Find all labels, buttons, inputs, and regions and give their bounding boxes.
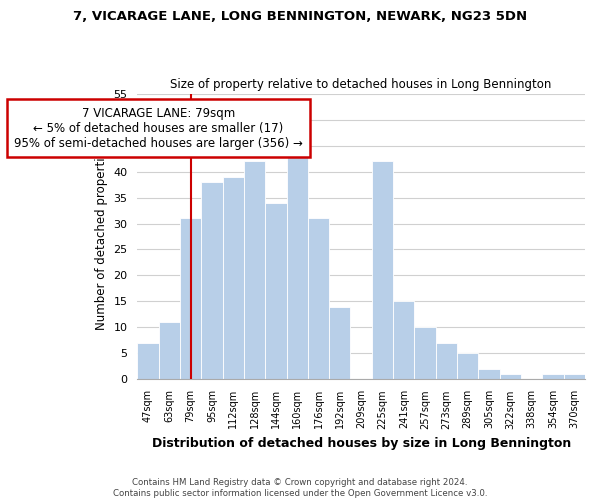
Bar [542,374,563,380]
Title: Size of property relative to detached houses in Long Bennington: Size of property relative to detached ho… [170,78,552,91]
Bar [478,369,500,380]
X-axis label: Distribution of detached houses by size in Long Bennington: Distribution of detached houses by size … [152,437,571,450]
Bar [329,306,350,380]
Text: 7, VICARAGE LANE, LONG BENNINGTON, NEWARK, NG23 5DN: 7, VICARAGE LANE, LONG BENNINGTON, NEWAR… [73,10,527,23]
Bar [372,161,393,380]
Bar [201,182,223,380]
Bar [158,322,180,380]
Bar [436,343,457,380]
Bar [265,202,287,380]
Bar [393,302,415,380]
Bar [287,156,308,380]
Bar [244,161,265,380]
Bar [223,176,244,380]
Bar [180,218,201,380]
Bar [563,374,585,380]
Y-axis label: Number of detached properties: Number of detached properties [95,144,108,330]
Bar [137,343,158,380]
Bar [457,354,478,380]
Bar [308,218,329,380]
Bar [500,374,521,380]
Text: Contains HM Land Registry data © Crown copyright and database right 2024.
Contai: Contains HM Land Registry data © Crown c… [113,478,487,498]
Bar [415,328,436,380]
Text: 7 VICARAGE LANE: 79sqm
← 5% of detached houses are smaller (17)
95% of semi-deta: 7 VICARAGE LANE: 79sqm ← 5% of detached … [14,106,303,150]
